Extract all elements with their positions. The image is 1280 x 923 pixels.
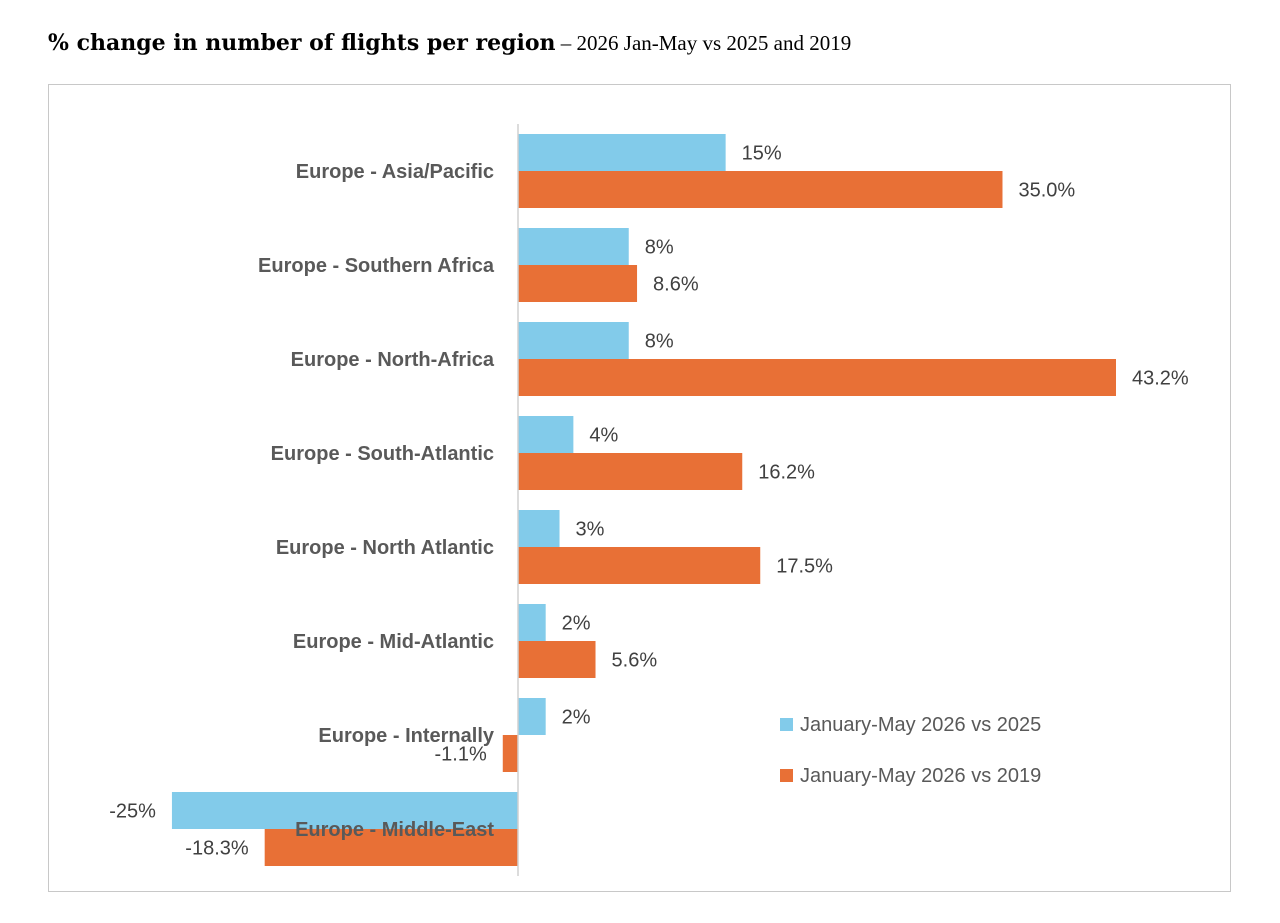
legend-label-1: January-May 2026 vs 2025 (800, 714, 1041, 736)
data-label-2025-5: 3% (576, 519, 605, 541)
legend-swatch-2 (780, 769, 793, 782)
data-label-2025-1: 15% (742, 143, 782, 165)
category-label-2: Europe - Southern Africa (258, 255, 495, 277)
bar-2019-3 (518, 359, 1116, 396)
bar-2025-7 (518, 698, 546, 735)
bar-2025-3 (518, 322, 629, 359)
legend-label-2: January-May 2026 vs 2019 (800, 765, 1041, 787)
bar-2019-7 (502, 735, 518, 772)
data-label-2019-7: -1.1% (435, 744, 487, 766)
bar-2025-2 (518, 228, 629, 265)
data-label-2019-1: 35.0% (1018, 180, 1075, 202)
bar-2019-8 (264, 829, 518, 866)
bar-2025-6 (518, 604, 546, 641)
category-label-4: Europe - South-Atlantic (271, 443, 494, 465)
chart-title-main: % change in number of flights per region (48, 30, 556, 56)
bar-2019-5 (518, 547, 761, 584)
data-label-2019-3: 43.2% (1132, 368, 1189, 390)
category-label-8: Europe - Middle-East (295, 819, 494, 841)
category-label-3: Europe - North-Africa (291, 349, 495, 371)
data-label-2025-3: 8% (645, 331, 674, 353)
data-label-2025-7: 2% (562, 707, 591, 729)
data-label-2019-6: 5.6% (612, 650, 658, 672)
data-label-2025-2: 8% (645, 237, 674, 259)
bar-2025-8 (171, 792, 518, 829)
bar-2025-4 (518, 416, 574, 453)
bar-2019-1 (518, 171, 1003, 208)
legend-swatch-1 (780, 718, 793, 731)
bar-2025-1 (518, 134, 726, 171)
bar-2019-2 (518, 265, 638, 302)
bar-2019-6 (518, 641, 596, 678)
data-label-2025-6: 2% (562, 613, 591, 635)
category-label-5: Europe - North Atlantic (276, 537, 494, 559)
chart-title: % change in number of flights per region… (48, 30, 851, 56)
data-label-2025-4: 4% (589, 425, 618, 447)
bar-2019-4 (518, 453, 743, 490)
data-label-2019-4: 16.2% (758, 462, 815, 484)
category-label-1: Europe - Asia/Pacific (296, 161, 494, 183)
data-label-2025-8: -25% (109, 801, 156, 823)
category-label-7: Europe - Internally (318, 725, 494, 747)
data-label-2019-8: -18.3% (185, 838, 249, 860)
data-label-2019-5: 17.5% (776, 556, 833, 578)
bar-2025-5 (518, 510, 560, 547)
chart-frame (48, 84, 1231, 892)
chart-title-sub: – 2026 Jan-May vs 2025 and 2019 (555, 31, 852, 55)
category-label-6: Europe - Mid-Atlantic (293, 631, 494, 653)
data-label-2019-2: 8.6% (653, 274, 699, 296)
